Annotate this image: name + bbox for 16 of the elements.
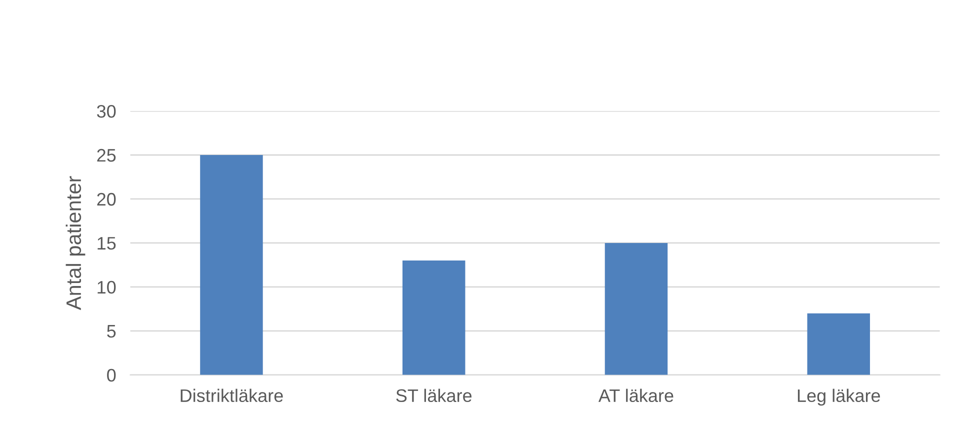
- y-tick-label: 0: [107, 368, 116, 382]
- y-tick-label: 25: [97, 148, 116, 162]
- y-tick-label: 10: [98, 280, 116, 294]
- x-tick-label: ST läkare: [396, 388, 472, 402]
- bar: [807, 313, 870, 375]
- y-tick-label: 20: [97, 192, 116, 206]
- y-tick-label: 5: [107, 325, 116, 338]
- y-tick-label: 30: [97, 104, 116, 118]
- x-tick-label: Leg läkare: [798, 388, 880, 406]
- bar: [402, 260, 466, 375]
- x-tick-label: AT läkare: [598, 388, 674, 402]
- y-axis-title: Antal patienter: [66, 176, 86, 310]
- x-tick-label: Distriktläkare: [180, 388, 283, 402]
- bar: [604, 242, 668, 375]
- bar: [200, 155, 263, 375]
- y-tick-label: 15: [98, 237, 116, 250]
